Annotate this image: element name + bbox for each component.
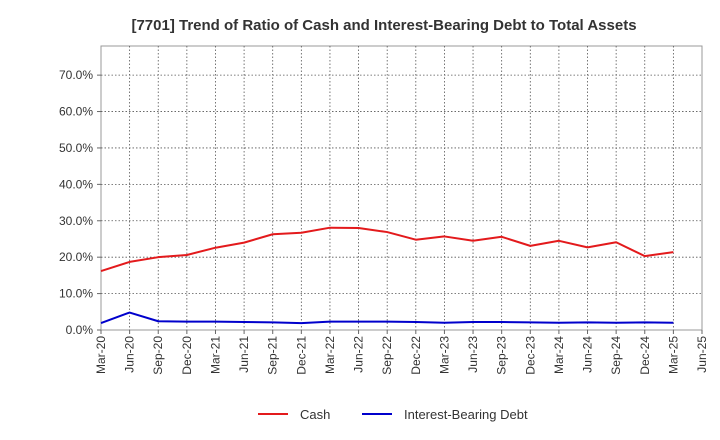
x-tick-label: Sep-24	[609, 336, 623, 375]
x-tick-label: Mar-20	[94, 336, 108, 374]
y-tick-label: 0.0%	[66, 323, 94, 337]
x-tick-label: Dec-24	[638, 336, 652, 375]
y-axis: 0.0% 10.0% 20.0% 30.0% 40.0% 50.0% 60.0% 70.0%	[59, 68, 101, 337]
y-tick-label: 60.0%	[59, 105, 93, 119]
series-line-cash	[100, 226, 674, 272]
y-tick-label: 30.0%	[59, 214, 93, 228]
grid-lines	[101, 46, 702, 330]
x-tick-label: Jun-25	[695, 336, 709, 373]
x-tick-label: Mar-21	[208, 336, 222, 374]
x-tick-label: Sep-21	[266, 336, 280, 375]
y-tick-label: 40.0%	[59, 177, 93, 191]
y-tick-label: 50.0%	[59, 141, 93, 155]
x-tick-label: Jun-21	[237, 336, 251, 373]
series-lines	[100, 226, 674, 325]
x-tick-label: Dec-23	[523, 336, 537, 375]
legend-item-interest-bearing-debt-label: Interest-Bearing Debt	[404, 407, 528, 422]
x-tick-label: Dec-20	[180, 336, 194, 375]
x-tick-label: Dec-22	[409, 336, 423, 375]
x-tick-label: Jun-24	[581, 336, 595, 373]
x-tick-label: Sep-20	[151, 336, 165, 375]
series-line-interest-bearing-debt	[100, 311, 674, 325]
x-tick-label: Mar-22	[323, 336, 337, 374]
x-axis: Mar-20 Jun-20 Sep-20 Dec-20 Mar-21 Jun-21 Sep-…	[94, 330, 709, 375]
y-tick-label: 10.0%	[59, 287, 93, 301]
y-tick-label: 70.0%	[59, 68, 93, 82]
x-tick-label: Jun-20	[123, 336, 137, 373]
legend-item-cash-label: Cash	[300, 407, 330, 422]
x-tick-label: Sep-23	[495, 336, 509, 375]
x-tick-label: Dec-21	[294, 336, 308, 375]
y-tick-label: 20.0%	[59, 250, 93, 264]
x-tick-label: Mar-25	[666, 336, 680, 374]
x-tick-label: Mar-23	[437, 336, 451, 374]
plot-area	[100, 45, 703, 331]
x-tick-label: Mar-24	[552, 336, 566, 374]
x-tick-label: Jun-22	[352, 336, 366, 373]
x-tick-label: Jun-23	[466, 336, 480, 373]
chart-title: [7701] Trend of Ratio of Cash and Intere…	[131, 17, 636, 34]
x-tick-label: Sep-22	[380, 336, 394, 375]
legend: Cash Interest-Bearing Debt	[258, 407, 528, 422]
